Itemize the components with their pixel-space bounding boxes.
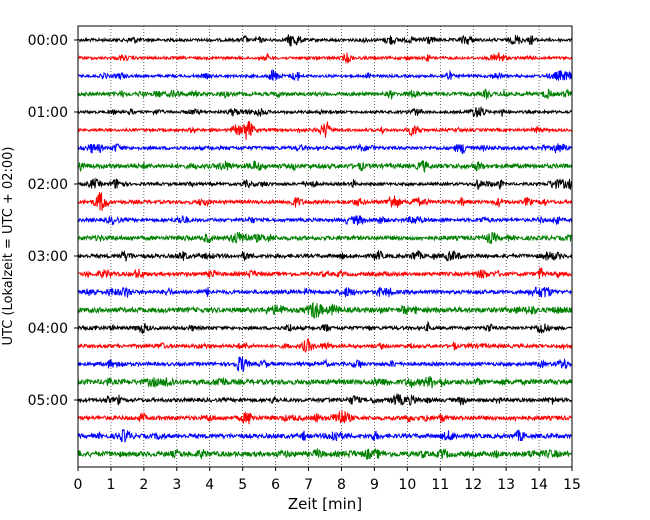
plot-frame <box>77 25 573 468</box>
x-tick-label-2: 2 <box>139 477 148 493</box>
trace-line-6 <box>77 142 573 155</box>
trace-line-12 <box>77 250 573 262</box>
trace-line-22 <box>77 428 573 443</box>
trace-line-13 <box>77 267 573 280</box>
x-tick-label-11: 11 <box>431 477 449 493</box>
x-tick-label-0: 0 <box>74 477 83 493</box>
y-axis-ticks: 00:00 01:00 02:00 03:00 04:00 05:00 <box>28 33 78 409</box>
trace-line-20 <box>77 393 573 406</box>
x-tick-label-1: 1 <box>106 477 115 493</box>
y-tick-label-02:00: 02:00 <box>28 177 68 193</box>
trace-line-19 <box>77 375 573 389</box>
y-tick-label-01:00: 01:00 <box>28 105 68 121</box>
trace-line-10 <box>77 215 573 226</box>
x-tick-label-4: 4 <box>205 477 214 493</box>
trace-line-9 <box>77 192 572 211</box>
trace-line-4 <box>77 106 573 118</box>
x-tick-label-10: 10 <box>398 477 416 493</box>
trace-line-21 <box>77 410 573 425</box>
x-tick-label-5: 5 <box>238 477 247 493</box>
trace-line-2 <box>77 68 573 82</box>
trace-group <box>77 34 573 460</box>
y-axis-label: UTC (Lokalzeit = UTC + 02:00) <box>1 147 16 346</box>
trace-line-23 <box>77 447 573 460</box>
x-axis-label: Zeit [min] <box>288 495 362 513</box>
x-tick-label-12: 12 <box>464 477 482 493</box>
trace-line-7 <box>77 159 573 174</box>
x-tick-label-8: 8 <box>337 477 346 493</box>
trace-line-0 <box>77 34 573 47</box>
y-tick-label-04:00: 04:00 <box>28 321 68 337</box>
trace-line-14 <box>77 286 573 298</box>
x-tick-label-13: 13 <box>497 477 515 493</box>
trace-line-11 <box>77 231 573 244</box>
trace-line-17 <box>77 338 573 353</box>
x-tick-label-15: 15 <box>563 477 581 493</box>
trace-line-1 <box>77 52 573 64</box>
x-tick-label-3: 3 <box>172 477 181 493</box>
x-tick-label-14: 14 <box>530 477 548 493</box>
trace-line-8 <box>77 177 573 191</box>
x-tick-label-9: 9 <box>370 477 379 493</box>
trace-line-3 <box>77 88 573 101</box>
x-axis-ticks: 0 1 2 3 4 5 6 7 8 9 10 11 12 13 14 15 <box>74 467 581 493</box>
trace-line-15 <box>77 301 573 320</box>
x-tick-label-7: 7 <box>304 477 313 493</box>
x-tick-label-6: 6 <box>271 477 280 493</box>
y-tick-label-05:00: 05:00 <box>28 393 68 409</box>
y-tick-label-00:00: 00:00 <box>28 33 68 49</box>
y-tick-label-03:00: 03:00 <box>28 249 68 265</box>
trace-line-5 <box>77 121 573 140</box>
trace-line-18 <box>77 356 573 372</box>
trace-line-16 <box>77 320 573 335</box>
